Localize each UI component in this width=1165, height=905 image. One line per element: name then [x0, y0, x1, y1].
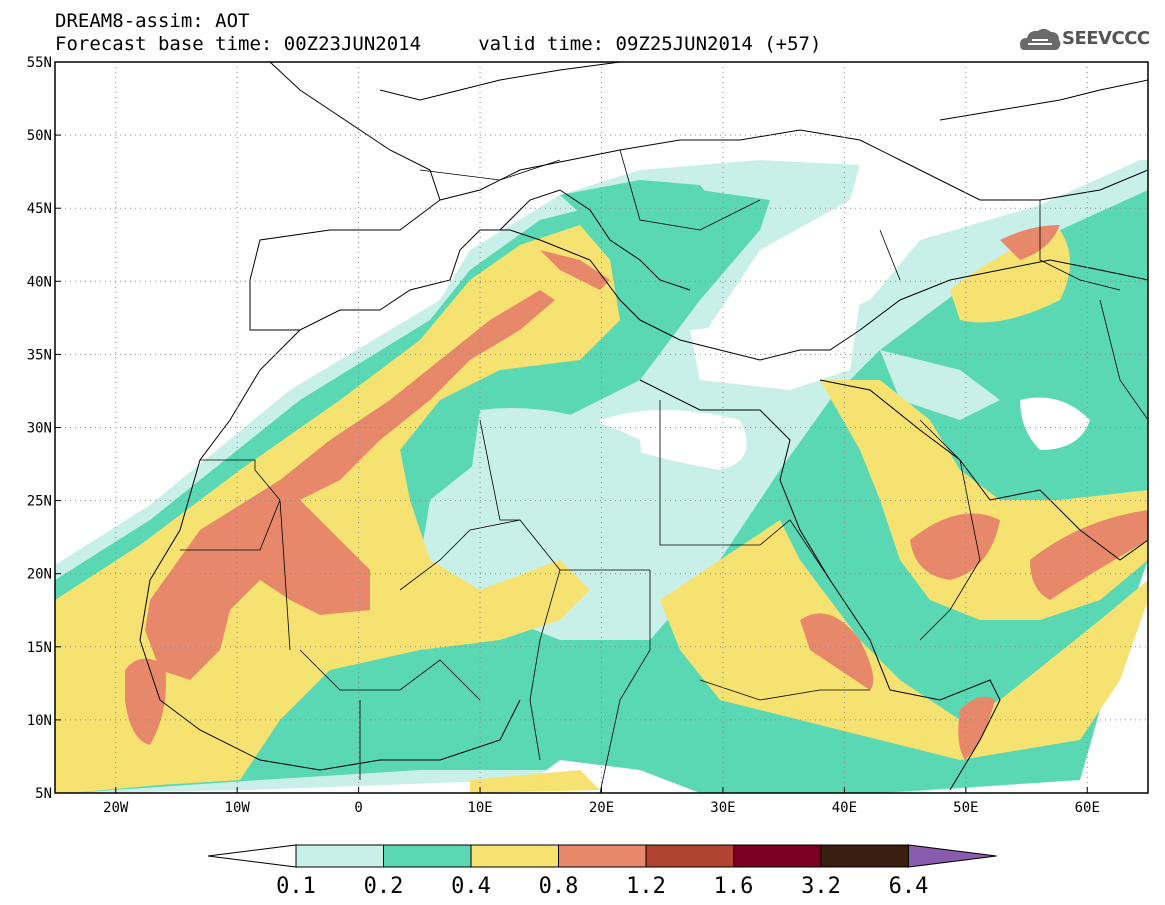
lon-tick-label: 30E: [710, 800, 735, 816]
lon-tick-label: 10W: [225, 800, 251, 816]
lat-tick-label: 55N: [27, 55, 52, 71]
forecast-time-line: Forecast base time: 00Z23JUN2014 valid t…: [55, 33, 822, 55]
colorbar-under-arrow: [207, 844, 297, 868]
lat-tick-label: 15N: [27, 640, 52, 656]
lon-tick-label: 10E: [467, 800, 492, 816]
lat-tick-label: 30N: [27, 421, 52, 437]
lat-tick-label: 35N: [27, 347, 52, 363]
lat-tick-label: 5N: [35, 786, 52, 802]
colorbar-label: 6.4: [889, 874, 929, 899]
lon-tick-label: 60E: [1075, 800, 1100, 816]
lon-tick-label: 0: [354, 800, 362, 816]
colorbar-swatch: [295, 844, 384, 868]
lon-tick-label: 20E: [589, 800, 614, 816]
lon-tick-label: 50E: [953, 800, 978, 816]
colorbar-label: 0.2: [364, 874, 404, 899]
map-title: DREAM8-assim: AOT: [55, 10, 250, 32]
colorbar-swatch: [820, 844, 909, 868]
colorbar-swatch: [558, 844, 647, 868]
aot-band-0.8: [125, 225, 1148, 760]
cloud-logo-icon: [1020, 28, 1061, 50]
colorbar-label: 0.4: [451, 874, 491, 899]
colorbar-swatch: [733, 844, 822, 868]
lat-tick-label: 50N: [27, 128, 52, 144]
colorbar-swatch: [383, 844, 472, 868]
colorbar-label: 3.2: [801, 874, 841, 899]
colorbar-swatch: [645, 844, 734, 868]
lat-tick-label: 25N: [27, 494, 52, 510]
lat-tick-label: 45N: [27, 201, 52, 217]
colorbar-over-arrow: [908, 844, 997, 868]
lon-tick-labels: 20W 10W 0 10E 20E 30E 40E 50E 60E: [103, 787, 1100, 816]
colorbar-label: 1.6: [714, 874, 754, 899]
lon-tick-label: 40E: [832, 800, 857, 816]
lat-tick-labels: 55N 50N 45N 40N 35N 30N 25N 20N 15N 10N 5N: [27, 55, 61, 802]
lon-tick-label: 20W: [103, 800, 129, 816]
lat-tick-label: 20N: [27, 567, 52, 583]
colorbar-swatch: [470, 844, 559, 868]
coastlines: [139, 62, 1148, 791]
colorbar-label: 0.8: [539, 874, 579, 899]
logo-text: SEEVCCC: [1062, 28, 1150, 49]
colorbar-label: 1.2: [626, 874, 666, 899]
lat-tick-label: 40N: [27, 274, 52, 290]
colorbar-label: 0.1: [276, 874, 316, 899]
lat-tick-label: 10N: [27, 713, 52, 729]
colorbar: 0.1 0.2 0.4 0.8 1.2 1.6 3.2 6.4: [207, 844, 997, 899]
country-borders: [180, 149, 1148, 793]
